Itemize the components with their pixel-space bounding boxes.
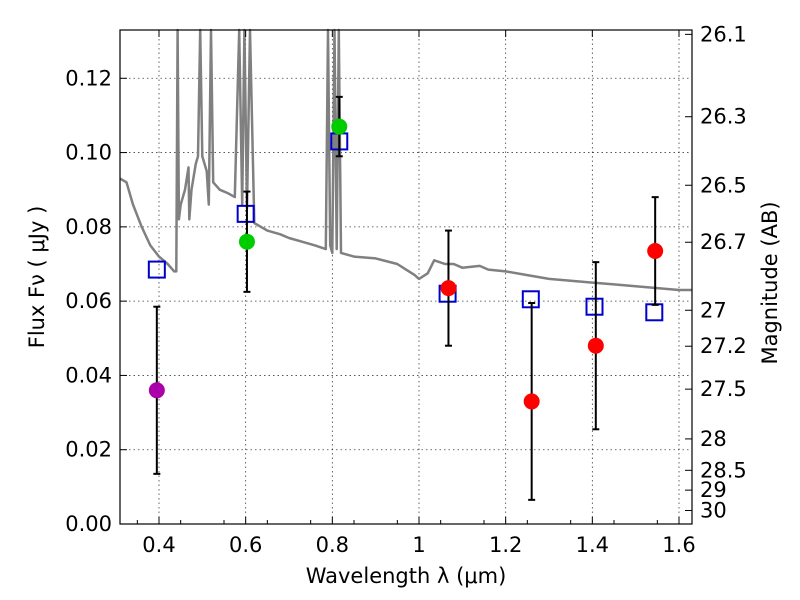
model-flux-square: [585, 297, 604, 316]
y-tick-label: 0.08: [65, 215, 112, 239]
magnitude-axis-label: Magnitude (AB): [758, 201, 782, 364]
grid-layer: [120, 30, 692, 525]
magnitude-tick-label: 27.5: [700, 377, 747, 401]
y-tick-label: 0.06: [65, 289, 112, 313]
y-tick-label: 0.10: [65, 141, 112, 165]
model-photometry-layer: [147, 132, 664, 322]
y-axis-ticks: 0.00 0.02 0.04 0.06 0.08 0.10 0.12: [65, 66, 127, 536]
observed-flux-point: [238, 233, 255, 250]
observed-flux-point: [440, 280, 457, 297]
x-tick-label: 1.4: [576, 533, 609, 557]
model-flux-square: [236, 204, 255, 223]
magnitude-tick-label: 26.7: [700, 230, 747, 254]
magnitude-tick-label: 26.5: [700, 173, 747, 197]
y-axis-label: Flux Fν ( μJy ): [25, 206, 49, 349]
x-axis-ticks: 0.4 0.6 0.8 1 1.2 1.4 1.6: [136, 30, 696, 557]
x-tick-label: 1.2: [489, 533, 522, 557]
observed-flux-point: [523, 393, 540, 410]
x-tick-label: 0.4: [142, 533, 175, 557]
observed-flux-layer: [148, 95, 664, 501]
model-flux-square: [645, 303, 664, 322]
magnitude-tick-label: 28.5: [700, 458, 747, 482]
x-tick-label: 1: [412, 533, 425, 557]
observed-flux-point: [587, 337, 604, 354]
x-tick-label: 0.6: [229, 533, 262, 557]
magnitude-tick-label: 29: [700, 478, 727, 502]
y-tick-label: 0.12: [65, 66, 112, 90]
x-tick-label: 0.8: [316, 533, 349, 557]
magnitude-tick-label: 27.2: [700, 334, 747, 358]
magnitude-tick-label: 30: [700, 499, 727, 523]
y-tick-label: 0.02: [65, 438, 112, 462]
magnitude-tick-label: 28: [700, 427, 727, 451]
y-tick-label: 0.04: [65, 363, 112, 387]
observed-flux-point: [331, 118, 348, 135]
observed-flux-point: [148, 382, 165, 399]
observed-flux-point: [647, 243, 664, 259]
model-spectrum-line: [119, 28, 692, 292]
plot-frame: [119, 29, 693, 525]
magnitude-tick-label: 27: [700, 298, 727, 322]
y-tick-label: 0.00: [65, 512, 112, 536]
magnitude-tick-label: 26.1: [700, 22, 747, 46]
x-tick-label: 1.6: [662, 533, 695, 557]
model-flux-square: [147, 260, 166, 279]
magnitude-tick-label: 26.3: [700, 105, 747, 129]
spectrum-layer: [119, 28, 692, 292]
x-axis-label: Wavelength λ (μm): [306, 564, 507, 588]
